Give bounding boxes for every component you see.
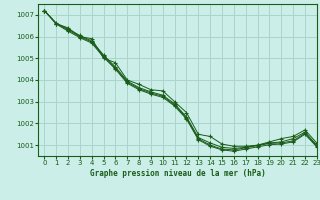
X-axis label: Graphe pression niveau de la mer (hPa): Graphe pression niveau de la mer (hPa) xyxy=(90,169,266,178)
